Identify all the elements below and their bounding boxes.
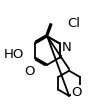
Text: O: O bbox=[24, 65, 34, 78]
Text: N: N bbox=[61, 41, 71, 54]
Text: O: O bbox=[71, 86, 81, 99]
Text: HO: HO bbox=[4, 48, 24, 61]
Text: Cl: Cl bbox=[67, 17, 80, 30]
